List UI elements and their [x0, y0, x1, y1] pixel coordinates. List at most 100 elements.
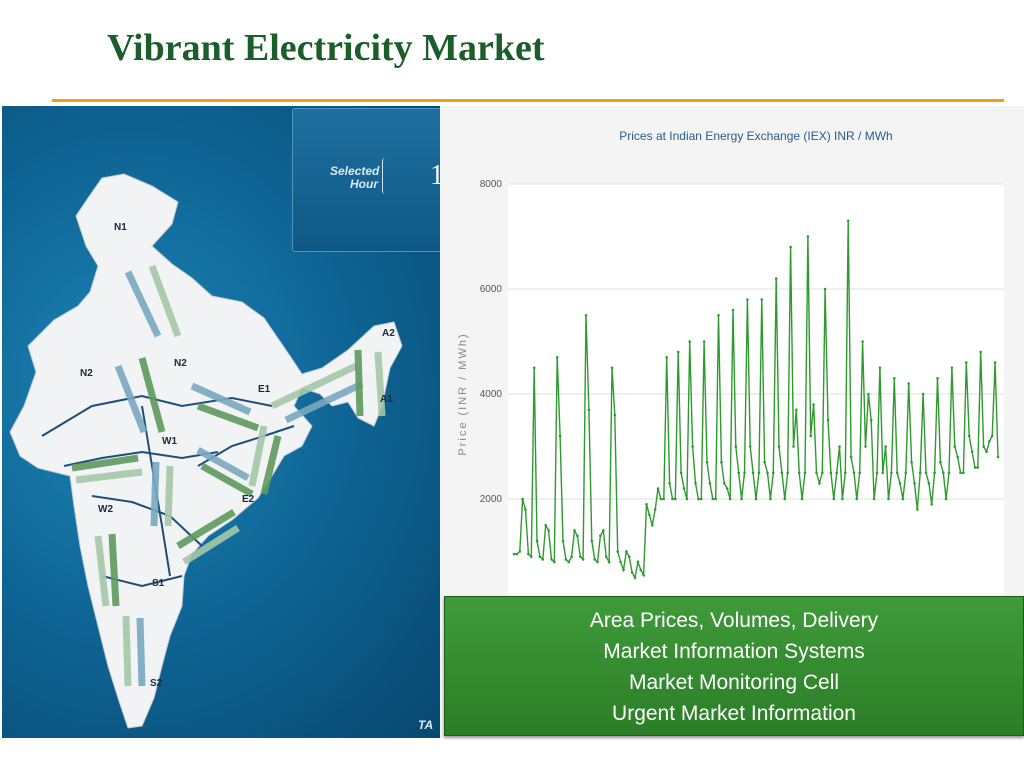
region-label-n2: N2: [174, 358, 187, 369]
data-point: [913, 482, 916, 485]
data-point: [544, 524, 547, 527]
data-point: [921, 392, 925, 396]
data-point: [786, 471, 789, 475]
data-point: [947, 471, 951, 475]
data-point: [728, 497, 732, 501]
data-point: [795, 408, 798, 412]
data-point: [711, 497, 715, 501]
map-tab-label: TA: [418, 718, 434, 732]
data-point: [685, 497, 689, 501]
data-point: [841, 497, 844, 501]
data-point: [639, 568, 643, 572]
data-point: [962, 471, 965, 475]
data-point: [939, 461, 942, 464]
data-point: [985, 450, 988, 454]
data-point: [884, 445, 887, 448]
data-point: [602, 529, 605, 532]
data-point: [524, 508, 527, 511]
data-point: [694, 482, 697, 485]
data-point: [959, 471, 962, 475]
data-point: [881, 471, 885, 475]
data-point: [607, 560, 611, 564]
data-point: [826, 419, 830, 422]
data-point: [869, 419, 873, 422]
data-point: [751, 471, 755, 475]
data-point: [953, 445, 957, 448]
data-point: [970, 450, 974, 454]
data-point: [803, 471, 807, 475]
data-point: [855, 497, 859, 501]
data-point: [982, 445, 985, 448]
data-point: [965, 361, 968, 364]
data-point: [783, 497, 787, 501]
data-point: [596, 560, 599, 564]
data-point: [792, 445, 795, 448]
data-point: [895, 471, 899, 475]
data-point: [944, 497, 948, 501]
data-point: [527, 552, 530, 556]
region-label-s1: S1: [152, 578, 165, 589]
data-point: [561, 539, 565, 543]
data-point: [671, 497, 674, 501]
data-point: [573, 529, 576, 532]
slide-title: Vibrant Electricity Market: [107, 27, 545, 69]
data-point: [918, 471, 922, 475]
data-point: [599, 534, 602, 538]
data-point: [616, 550, 619, 553]
data-point: [821, 471, 824, 475]
data-point: [950, 366, 954, 370]
data-point: [956, 455, 959, 459]
data-point: [927, 482, 931, 485]
chart-title: Prices at Indian Energy Exchange (IEX) I…: [619, 129, 892, 143]
data-point: [564, 558, 568, 561]
data-point: [610, 366, 614, 370]
data-point: [864, 445, 867, 448]
y-tick-label: 4000: [480, 389, 503, 400]
data-point: [916, 508, 919, 511]
y-tick-label: 8000: [480, 179, 503, 190]
data-point: [708, 482, 712, 485]
data-point: [648, 513, 651, 517]
data-point: [910, 461, 913, 464]
data-point: [844, 471, 847, 475]
title-divider: [52, 99, 1004, 102]
data-point: [518, 550, 522, 553]
y-tick-label: 2000: [480, 494, 503, 505]
data-point: [627, 555, 631, 559]
data-point: [806, 235, 810, 238]
india-map: [9, 173, 403, 729]
data-point: [723, 482, 726, 485]
data-point: [662, 497, 666, 501]
data-point: [725, 487, 729, 490]
data-point: [619, 560, 622, 564]
data-point: [674, 497, 677, 501]
data-point: [973, 466, 977, 469]
data-point: [702, 340, 706, 343]
data-point: [547, 529, 550, 532]
region-label-n2-west: N2: [80, 368, 93, 379]
data-point: [861, 340, 864, 343]
flow-arrows: [71, 264, 386, 687]
selected-hour-label-line1: Selected: [330, 164, 380, 178]
data-point: [988, 440, 991, 443]
data-point: [812, 403, 815, 406]
data-point: [541, 558, 545, 561]
data-point: [700, 497, 703, 501]
info-line-mis: Market Information Systems: [603, 640, 865, 663]
data-point: [769, 497, 772, 501]
data-point: [579, 555, 582, 559]
selected-hour-label: Selected Hour: [330, 164, 380, 191]
data-point: [766, 471, 769, 475]
data-point: [636, 560, 640, 564]
data-point: [797, 471, 801, 475]
data-point: [815, 471, 818, 475]
data-point: [676, 350, 680, 354]
data-point: [746, 298, 749, 301]
data-point: [630, 571, 634, 574]
region-label-s2: S2: [150, 678, 163, 689]
data-point: [996, 455, 1000, 459]
data-point: [734, 445, 738, 448]
data-point: [777, 445, 781, 448]
y-tick-label: 6000: [480, 284, 503, 295]
data-point: [581, 558, 585, 561]
